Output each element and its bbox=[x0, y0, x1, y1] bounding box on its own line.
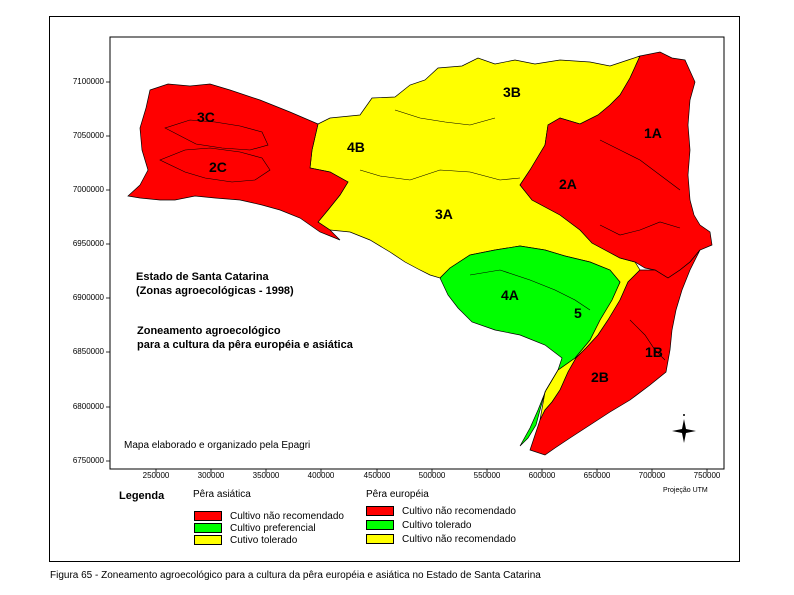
zone-label-2a: 2A bbox=[559, 176, 577, 192]
legend-swatch-yellow bbox=[366, 534, 394, 544]
y-tick-label: 7100000 bbox=[72, 77, 104, 86]
zone-label-1a: 1A bbox=[644, 125, 662, 141]
figure-caption: Figura 65 - Zoneamento agroecológico par… bbox=[50, 570, 541, 581]
zone-red-south bbox=[529, 249, 701, 456]
y-tick-label: 7000000 bbox=[72, 185, 104, 194]
y-tick-label: 6750000 bbox=[72, 456, 104, 465]
legend-swatch-red bbox=[194, 511, 222, 521]
zone-label-4b: 4B bbox=[347, 139, 365, 155]
subject-subtitle: para a cultura da pêra européia e asiáti… bbox=[137, 339, 353, 351]
legend-item: Cultivo tolerado bbox=[366, 520, 471, 532]
state-title: Estado de Santa Catarina bbox=[136, 271, 269, 283]
x-tick-label: 750000 bbox=[693, 471, 721, 480]
legend-title: Legenda bbox=[119, 490, 165, 502]
legend-item: Cultivo não recomendado bbox=[366, 534, 516, 546]
subject-title: Zoneamento agroecológico bbox=[137, 325, 281, 337]
zone-label-2b: 2B bbox=[591, 369, 609, 385]
y-tick-label: 6850000 bbox=[72, 347, 104, 356]
zone-red-east bbox=[519, 51, 713, 279]
x-tick-label: 700000 bbox=[638, 471, 666, 480]
projection-label: Projeção UTM bbox=[663, 487, 708, 494]
north-arrow-star bbox=[672, 414, 696, 443]
legend-swatch-red bbox=[366, 506, 394, 516]
legend-heading-european: Pêra européia bbox=[366, 489, 429, 500]
legend-heading-asian: Pêra asiática bbox=[193, 489, 251, 500]
zone-label-2c: 2C bbox=[209, 159, 227, 175]
zone-label-5: 5 bbox=[574, 305, 582, 321]
x-tick-label: 550000 bbox=[473, 471, 501, 480]
state-subtitle: (Zonas agroecológicas - 1998) bbox=[136, 285, 294, 297]
x-tick-label: 500000 bbox=[418, 471, 446, 480]
y-tick-label: 6800000 bbox=[72, 402, 104, 411]
legend-swatch-green bbox=[194, 523, 222, 533]
zone-label-3a: 3A bbox=[435, 206, 453, 222]
y-tick-label: 7050000 bbox=[72, 131, 104, 140]
legend-item: Cultivo não recomendado bbox=[194, 511, 344, 523]
zone-boundaries bbox=[159, 109, 681, 361]
x-tick-label: 250000 bbox=[142, 471, 170, 480]
legend-swatch-green bbox=[366, 520, 394, 530]
axis-ticks bbox=[106, 81, 708, 473]
zone-green bbox=[439, 245, 621, 447]
legend-item: Cutivo tolerado bbox=[194, 535, 297, 547]
x-tick-label: 600000 bbox=[528, 471, 556, 480]
zone-label-3b: 3B bbox=[503, 84, 521, 100]
zone-label-1b: 1B bbox=[645, 344, 663, 360]
x-tick-label: 400000 bbox=[307, 471, 335, 480]
map-plot-border bbox=[109, 36, 725, 470]
legend-swatch-yellow bbox=[194, 535, 222, 545]
x-tick-label: 350000 bbox=[252, 471, 280, 480]
x-tick-label: 300000 bbox=[197, 471, 225, 480]
y-tick-label: 6950000 bbox=[72, 239, 104, 248]
x-tick-label: 450000 bbox=[363, 471, 391, 480]
figure-frame bbox=[49, 16, 740, 562]
zone-red-west bbox=[127, 83, 349, 241]
y-tick-label: 6900000 bbox=[72, 293, 104, 302]
zone-label-4a: 4A bbox=[501, 287, 519, 303]
map-credit: Mapa elaborado e organizado pela Epagri bbox=[124, 440, 311, 451]
legend-item: Cultivo preferencial bbox=[194, 523, 316, 535]
legend-item: Cultivo não recomendado bbox=[366, 506, 516, 518]
zone-label-3c: 3C bbox=[197, 109, 215, 125]
x-tick-label: 650000 bbox=[583, 471, 611, 480]
